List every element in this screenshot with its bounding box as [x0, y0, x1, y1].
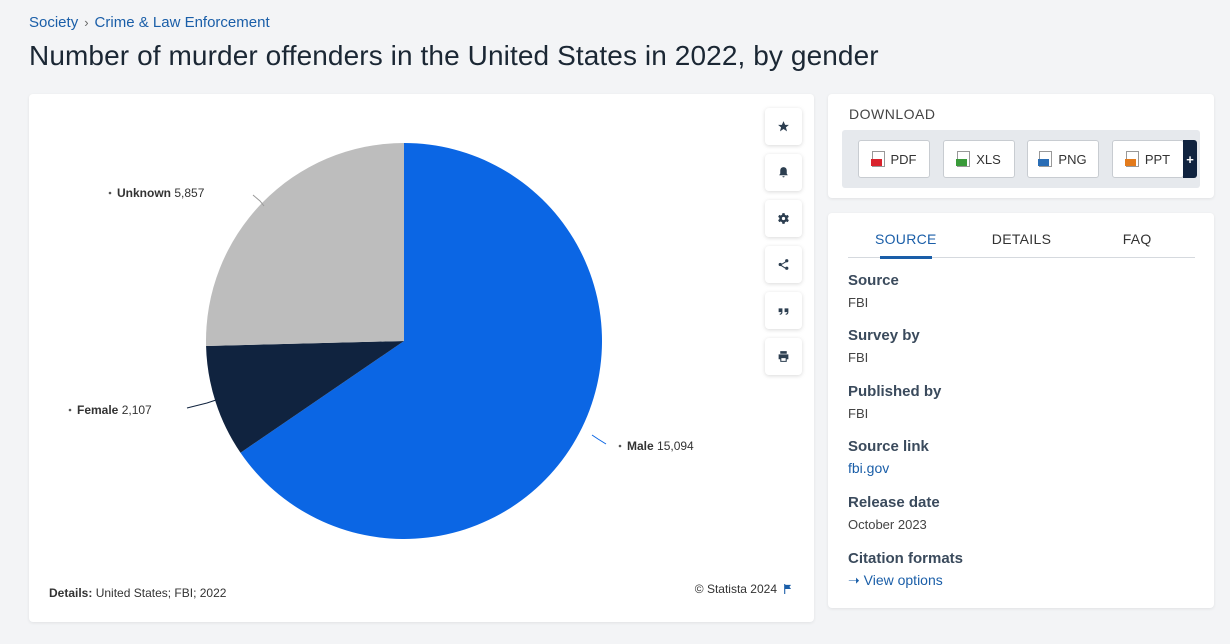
flag-icon[interactable] — [783, 584, 792, 594]
data-label-value-female: 2,107 — [118, 403, 152, 417]
source-link[interactable]: fbi.gov — [848, 460, 890, 476]
notification-button[interactable] — [765, 154, 802, 191]
data-label-name-unknown: Unknown — [117, 186, 171, 200]
citation-label: Citation formats — [848, 550, 964, 567]
arrow-right-icon: ➝ — [848, 572, 860, 588]
details-label: Details: — [49, 586, 93, 600]
download-card: DOWNLOAD PDF XLS PNG PPT + — [828, 94, 1214, 198]
tab-faq[interactable]: FAQ — [1122, 231, 1152, 247]
release-section: Release date October 2023 — [848, 494, 940, 532]
label-bullet-male — [618, 444, 622, 448]
share-icon — [778, 259, 789, 270]
settings-button[interactable] — [765, 200, 802, 237]
data-label-female: Female 2,107 — [77, 403, 152, 417]
pie-chart: Male 15,094 Female 2,107 Unknown 5,857 — [68, 143, 694, 539]
published-label: Published by — [848, 383, 942, 400]
download-xls-label: XLS — [976, 151, 1001, 167]
breadcrumb-crime-law[interactable]: Crime & Law Enforcement — [94, 14, 270, 31]
png-file-icon — [1038, 151, 1053, 167]
label-bullet-unknown — [108, 191, 112, 195]
details-text: United States; FBI; 2022 — [95, 586, 227, 600]
data-label-value-unknown: 5,857 — [171, 186, 205, 200]
data-label-name-female: Female — [77, 403, 119, 417]
print-button[interactable] — [765, 338, 802, 375]
data-label-male: Male 15,094 — [627, 439, 694, 453]
chart-toolbar — [765, 108, 802, 375]
pie-slice-female[interactable] — [206, 341, 404, 453]
download-ppt-button[interactable]: PPT — [1112, 140, 1184, 178]
citation-section: Citation formats ➝ View options — [848, 550, 963, 589]
release-label: Release date — [848, 494, 940, 511]
download-png-label: PNG — [1058, 151, 1087, 167]
star-icon — [778, 121, 789, 132]
download-pdf-label: PDF — [890, 151, 917, 167]
pdf-file-icon — [870, 151, 885, 167]
breadcrumb: Society › Crime & Law Enforcement — [29, 14, 270, 31]
source-section: Source FBI — [848, 272, 899, 310]
source-label: Source — [848, 272, 899, 289]
share-button[interactable] — [765, 246, 802, 283]
data-label-value-male: 15,094 — [654, 439, 694, 453]
copyright: © Statista 2024 — [695, 582, 792, 596]
gear-icon — [778, 213, 789, 224]
xls-file-icon — [956, 151, 971, 167]
data-label-unknown: Unknown 5,857 — [117, 186, 205, 200]
bell-icon — [779, 167, 788, 178]
chart-details: Details: United States; FBI; 2022 — [49, 586, 226, 600]
quote-icon — [778, 308, 789, 315]
download-more-button[interactable]: + — [1183, 140, 1197, 178]
survey-value: FBI — [848, 350, 869, 365]
pie-slice-male[interactable] — [240, 143, 603, 539]
tab-source[interactable]: SOURCE — [848, 231, 964, 259]
ppt-file-icon — [1124, 151, 1139, 167]
download-ppt-label: PPT — [1144, 151, 1171, 167]
download-png-button[interactable]: PNG — [1027, 140, 1099, 178]
source-value: FBI — [848, 295, 869, 310]
source-link-label: Source link — [848, 438, 929, 455]
source-tabs: SOURCE DETAILS FAQ — [848, 231, 1195, 259]
survey-section: Survey by FBI — [848, 327, 920, 365]
copyright-text[interactable]: © Statista 2024 — [694, 582, 777, 596]
leader-line-male — [591, 434, 607, 445]
citation-link-text: View options — [863, 572, 943, 588]
published-section: Published by FBI — [848, 383, 941, 421]
leader-line-female — [186, 399, 217, 409]
citation-link[interactable]: ➝ View options — [848, 572, 963, 589]
chart-card: Male 15,094 Female 2,107 Unknown 5,857 Det… — [29, 94, 814, 622]
print-icon — [778, 351, 789, 362]
breadcrumb-separator: › — [84, 15, 89, 30]
favorite-button[interactable] — [765, 108, 802, 145]
download-xls-button[interactable]: XLS — [943, 140, 1015, 178]
survey-label: Survey by — [848, 327, 920, 344]
cite-button[interactable] — [765, 292, 802, 329]
data-label-name-male: Male — [627, 439, 654, 453]
download-title: DOWNLOAD — [849, 106, 936, 122]
breadcrumb-society[interactable]: Society — [29, 14, 79, 31]
download-bar: PDF XLS PNG PPT + — [842, 130, 1200, 188]
source-link-section: Source link fbi.gov — [848, 438, 929, 476]
download-pdf-button[interactable]: PDF — [858, 140, 930, 178]
label-bullet-female — [68, 408, 72, 412]
page-title: Number of murder offenders in the United… — [29, 40, 879, 71]
published-value: FBI — [848, 406, 869, 421]
pie-slice-unknown[interactable] — [206, 143, 404, 346]
tab-details[interactable]: DETAILS — [991, 231, 1052, 247]
release-value: October 2023 — [848, 517, 927, 532]
leader-line-unknown — [252, 194, 265, 207]
source-card: SOURCE DETAILS FAQ Source FBI Survey by … — [828, 213, 1214, 608]
